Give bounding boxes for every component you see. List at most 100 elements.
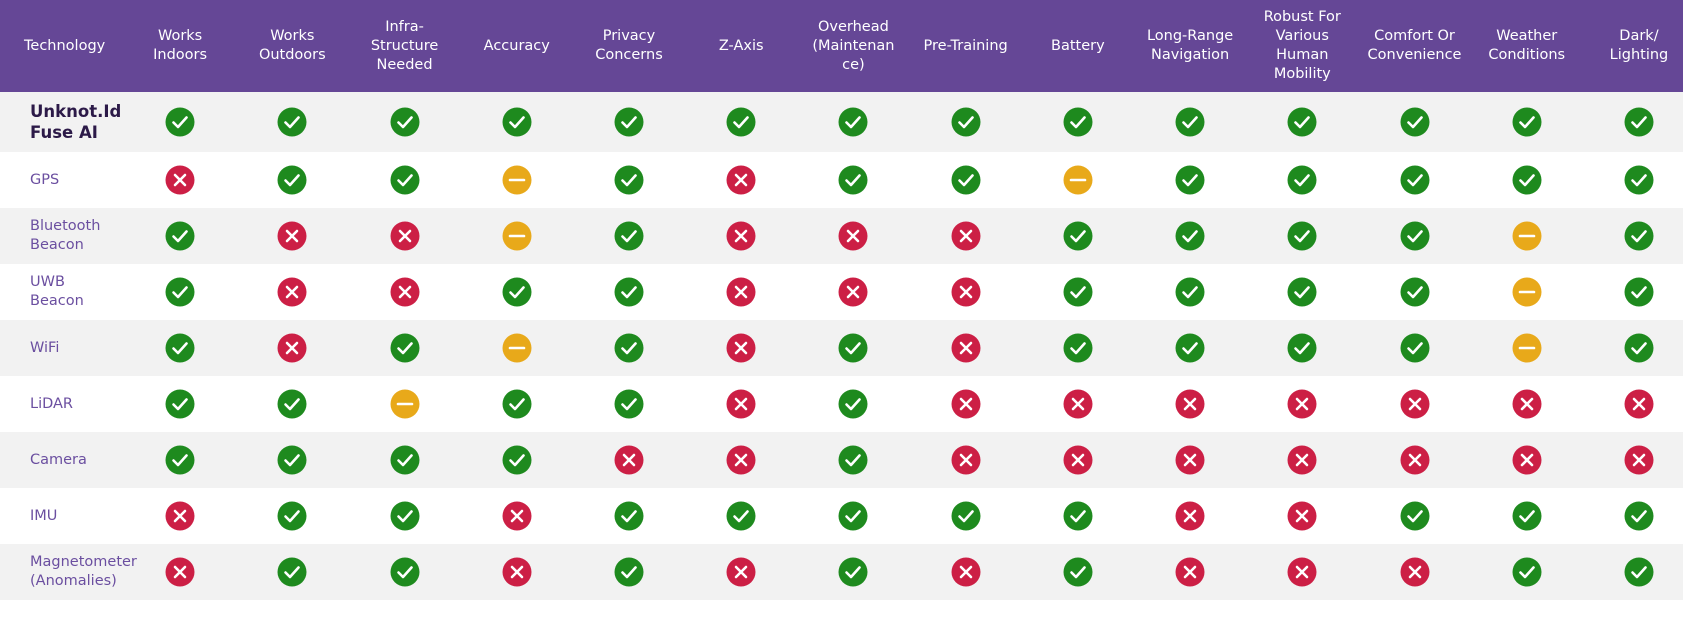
- status-cell-dark-lighting: [1583, 376, 1683, 432]
- x-circle-icon: [726, 277, 756, 307]
- check-circle-icon: [838, 333, 868, 363]
- status-cell-dark-lighting: [1583, 544, 1683, 600]
- check-circle-icon: [1400, 277, 1430, 307]
- check-circle-icon: [1400, 221, 1430, 251]
- check-circle-icon: [1063, 333, 1093, 363]
- status-cell-battery: [1022, 544, 1134, 600]
- status-cell-works-indoors: [124, 544, 236, 600]
- x-circle-icon: [1175, 557, 1205, 587]
- status-cell-works-outdoors: [236, 208, 348, 264]
- check-circle-icon: [390, 333, 420, 363]
- status-cell-dark-lighting: [1583, 152, 1683, 208]
- x-circle-icon: [1287, 501, 1317, 531]
- status-cell-z-axis: [685, 152, 797, 208]
- minus-circle-icon: [1512, 277, 1542, 307]
- status-cell-privacy-concerns: [573, 92, 685, 152]
- status-cell-overhead-maintenan-ce: [797, 208, 909, 264]
- check-circle-icon: [1400, 333, 1430, 363]
- check-circle-icon: [165, 445, 195, 475]
- status-cell-battery: [1022, 264, 1134, 320]
- check-circle-icon: [1624, 277, 1654, 307]
- status-cell-works-indoors: [124, 488, 236, 544]
- minus-circle-icon: [1063, 165, 1093, 195]
- check-circle-icon: [1512, 165, 1542, 195]
- status-cell-works-outdoors: [236, 488, 348, 544]
- technology-comparison-table: Technology Works Indoors Works Outdoors Infra…: [0, 0, 1683, 600]
- status-cell-weather-conditions: [1471, 488, 1583, 544]
- status-cell-robust-for-various-human-mobility: [1246, 544, 1358, 600]
- status-cell-z-axis: [685, 432, 797, 488]
- status-cell-long-range-navigation: [1134, 432, 1246, 488]
- status-cell-long-range-navigation: [1134, 376, 1246, 432]
- column-header-comfort-or-convenience: Comfort Or Convenience: [1367, 28, 1462, 63]
- column-header-battery: Battery: [1051, 37, 1105, 54]
- x-circle-icon: [726, 557, 756, 587]
- status-cell-overhead-maintenan-ce: [797, 432, 909, 488]
- status-cell-accuracy: [461, 152, 573, 208]
- status-cell-comfort-or-convenience: [1358, 152, 1470, 208]
- check-circle-icon: [951, 165, 981, 195]
- status-cell-works-indoors: [124, 320, 236, 376]
- check-circle-icon: [726, 501, 756, 531]
- check-circle-icon: [277, 445, 307, 475]
- check-circle-icon: [277, 501, 307, 531]
- status-cell-battery: [1022, 92, 1134, 152]
- status-cell-accuracy: [461, 264, 573, 320]
- x-circle-icon: [1624, 389, 1654, 419]
- status-cell-works-outdoors: [236, 432, 348, 488]
- table-row: Magnetometer (Anomalies): [0, 544, 1683, 600]
- status-cell-overhead-maintenan-ce: [797, 264, 909, 320]
- status-cell-weather-conditions: [1471, 152, 1583, 208]
- status-cell-pre-training: [910, 208, 1022, 264]
- status-cell-comfort-or-convenience: [1358, 432, 1470, 488]
- column-header-long-range-navigation: Long-Range Navigation: [1146, 28, 1234, 63]
- x-circle-icon: [1175, 389, 1205, 419]
- status-cell-accuracy: [461, 208, 573, 264]
- status-cell-works-outdoors: [236, 92, 348, 152]
- check-circle-icon: [502, 389, 532, 419]
- x-circle-icon: [1287, 445, 1317, 475]
- status-cell-long-range-navigation: [1134, 488, 1246, 544]
- check-circle-icon: [390, 165, 420, 195]
- check-circle-icon: [1175, 333, 1205, 363]
- check-circle-icon: [165, 333, 195, 363]
- status-cell-infra-structure-needed: [348, 544, 460, 600]
- status-cell-robust-for-various-human-mobility: [1246, 92, 1358, 152]
- x-circle-icon: [951, 557, 981, 587]
- status-cell-pre-training: [910, 376, 1022, 432]
- status-cell-privacy-concerns: [573, 264, 685, 320]
- status-cell-works-outdoors: [236, 544, 348, 600]
- status-cell-dark-lighting: [1583, 488, 1683, 544]
- status-cell-works-indoors: [124, 432, 236, 488]
- status-cell-weather-conditions: [1471, 432, 1583, 488]
- check-circle-icon: [390, 501, 420, 531]
- check-circle-icon: [1624, 557, 1654, 587]
- x-circle-icon: [277, 277, 307, 307]
- status-cell-robust-for-various-human-mobility: [1246, 152, 1358, 208]
- table-row: Camera: [0, 432, 1683, 488]
- status-cell-overhead-maintenan-ce: [797, 152, 909, 208]
- check-circle-icon: [614, 107, 644, 137]
- status-cell-accuracy: [461, 544, 573, 600]
- status-cell-battery: [1022, 320, 1134, 376]
- table-row: IMU: [0, 488, 1683, 544]
- technology-name: GPS: [30, 171, 60, 188]
- x-circle-icon: [1287, 389, 1317, 419]
- table-row: Bluetooth Beacon: [0, 208, 1683, 264]
- check-circle-icon: [1175, 107, 1205, 137]
- check-circle-icon: [1175, 165, 1205, 195]
- status-cell-pre-training: [910, 92, 1022, 152]
- column-header-privacy-concerns: Privacy Concerns: [595, 28, 663, 63]
- check-circle-icon: [951, 501, 981, 531]
- status-cell-overhead-maintenan-ce: [797, 92, 909, 152]
- column-header-z-axis: Z-Axis: [718, 37, 764, 54]
- x-circle-icon: [502, 557, 532, 587]
- x-circle-icon: [390, 277, 420, 307]
- x-circle-icon: [726, 389, 756, 419]
- status-cell-accuracy: [461, 488, 573, 544]
- status-cell-pre-training: [910, 320, 1022, 376]
- status-cell-comfort-or-convenience: [1358, 488, 1470, 544]
- status-cell-robust-for-various-human-mobility: [1246, 264, 1358, 320]
- technology-name: WiFi: [30, 339, 60, 356]
